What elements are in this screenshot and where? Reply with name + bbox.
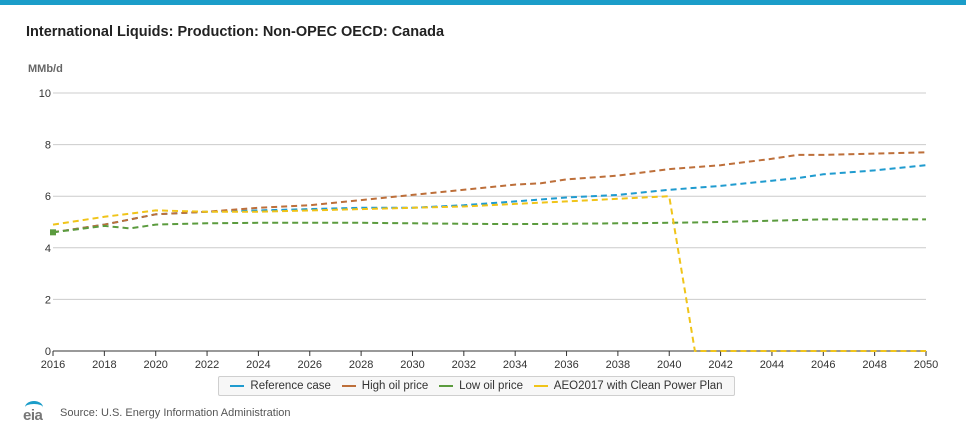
y-tick-label: 8	[45, 140, 51, 152]
x-tick-label: 2036	[554, 359, 578, 371]
chart-title: International Liquids: Production: Non-O…	[26, 24, 445, 40]
legend-swatch	[341, 385, 356, 387]
source-note: Source: U.S. Energy Information Administ…	[60, 407, 291, 419]
x-tick-label: 2022	[195, 359, 219, 371]
x-tick-label: 2048	[862, 359, 886, 371]
x-tick-label: 2046	[811, 359, 835, 371]
y-tick-label: 4	[45, 243, 51, 255]
y-axis-unit-label: MMb/d	[28, 63, 63, 75]
y-tick-label: 0	[45, 346, 51, 358]
x-tick-label: 2038	[606, 359, 630, 371]
x-tick-label: 2044	[760, 359, 784, 371]
top-accent-bar	[0, 0, 966, 5]
x-tick-label: 2016	[41, 359, 65, 371]
x-tick-label: 2026	[298, 359, 322, 371]
y-tick-label: 10	[39, 88, 51, 100]
legend-swatch	[533, 385, 548, 387]
legend-label: Low oil price	[459, 380, 523, 392]
x-tick-label: 2032	[452, 359, 476, 371]
series-layer	[50, 151, 927, 352]
eia-logo: eia	[22, 401, 52, 425]
x-tick-label: 2020	[143, 359, 167, 371]
series-start-marker	[50, 229, 56, 236]
x-tick-label: 2024	[246, 359, 270, 371]
x-tick-label: 2042	[708, 359, 732, 371]
legend-label: AEO2017 with Clean Power Plan	[553, 380, 723, 392]
x-tick-label: 2018	[92, 359, 116, 371]
x-tick-label: 2030	[400, 359, 424, 371]
series-line-1	[52, 164, 927, 234]
eia-logo-arc	[25, 401, 43, 414]
legend-item-3[interactable]: Low oil price	[439, 380, 523, 392]
legend-item-2[interactable]: High oil price	[341, 380, 429, 392]
x-tick-label: 2034	[503, 359, 527, 371]
footer: eia Source: U.S. Energy Information Admi…	[22, 400, 291, 426]
series-line-4	[52, 195, 926, 352]
axis-layer: 0 2 4 6 8 10 2016 2018 2020 2022 2024 2026 2028 2030 2…	[39, 88, 938, 371]
chart-legend: Reference case High oil price Low oil pric…	[218, 376, 735, 396]
legend-swatch	[439, 385, 454, 387]
series-line-3	[52, 218, 926, 234]
x-tick-label: 2050	[914, 359, 938, 371]
legend-label: High oil price	[361, 380, 429, 392]
y-tick-label: 6	[45, 191, 51, 203]
eia-logo-text: eia	[23, 407, 43, 424]
x-tick-label: 2040	[657, 359, 681, 371]
legend-item-4[interactable]: AEO2017 with Clean Power Plan	[533, 380, 723, 392]
legend-swatch	[230, 385, 245, 387]
legend-label: Reference case	[250, 380, 331, 392]
legend-item-1[interactable]: Reference case	[230, 380, 331, 392]
grid-layer	[53, 92, 926, 300]
y-tick-label: 2	[45, 294, 51, 306]
x-tick-label: 2028	[349, 359, 373, 371]
